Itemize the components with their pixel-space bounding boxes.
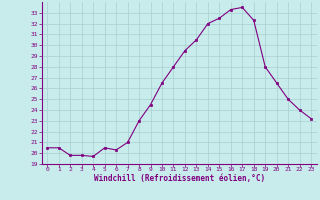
X-axis label: Windchill (Refroidissement éolien,°C): Windchill (Refroidissement éolien,°C) bbox=[94, 174, 265, 183]
